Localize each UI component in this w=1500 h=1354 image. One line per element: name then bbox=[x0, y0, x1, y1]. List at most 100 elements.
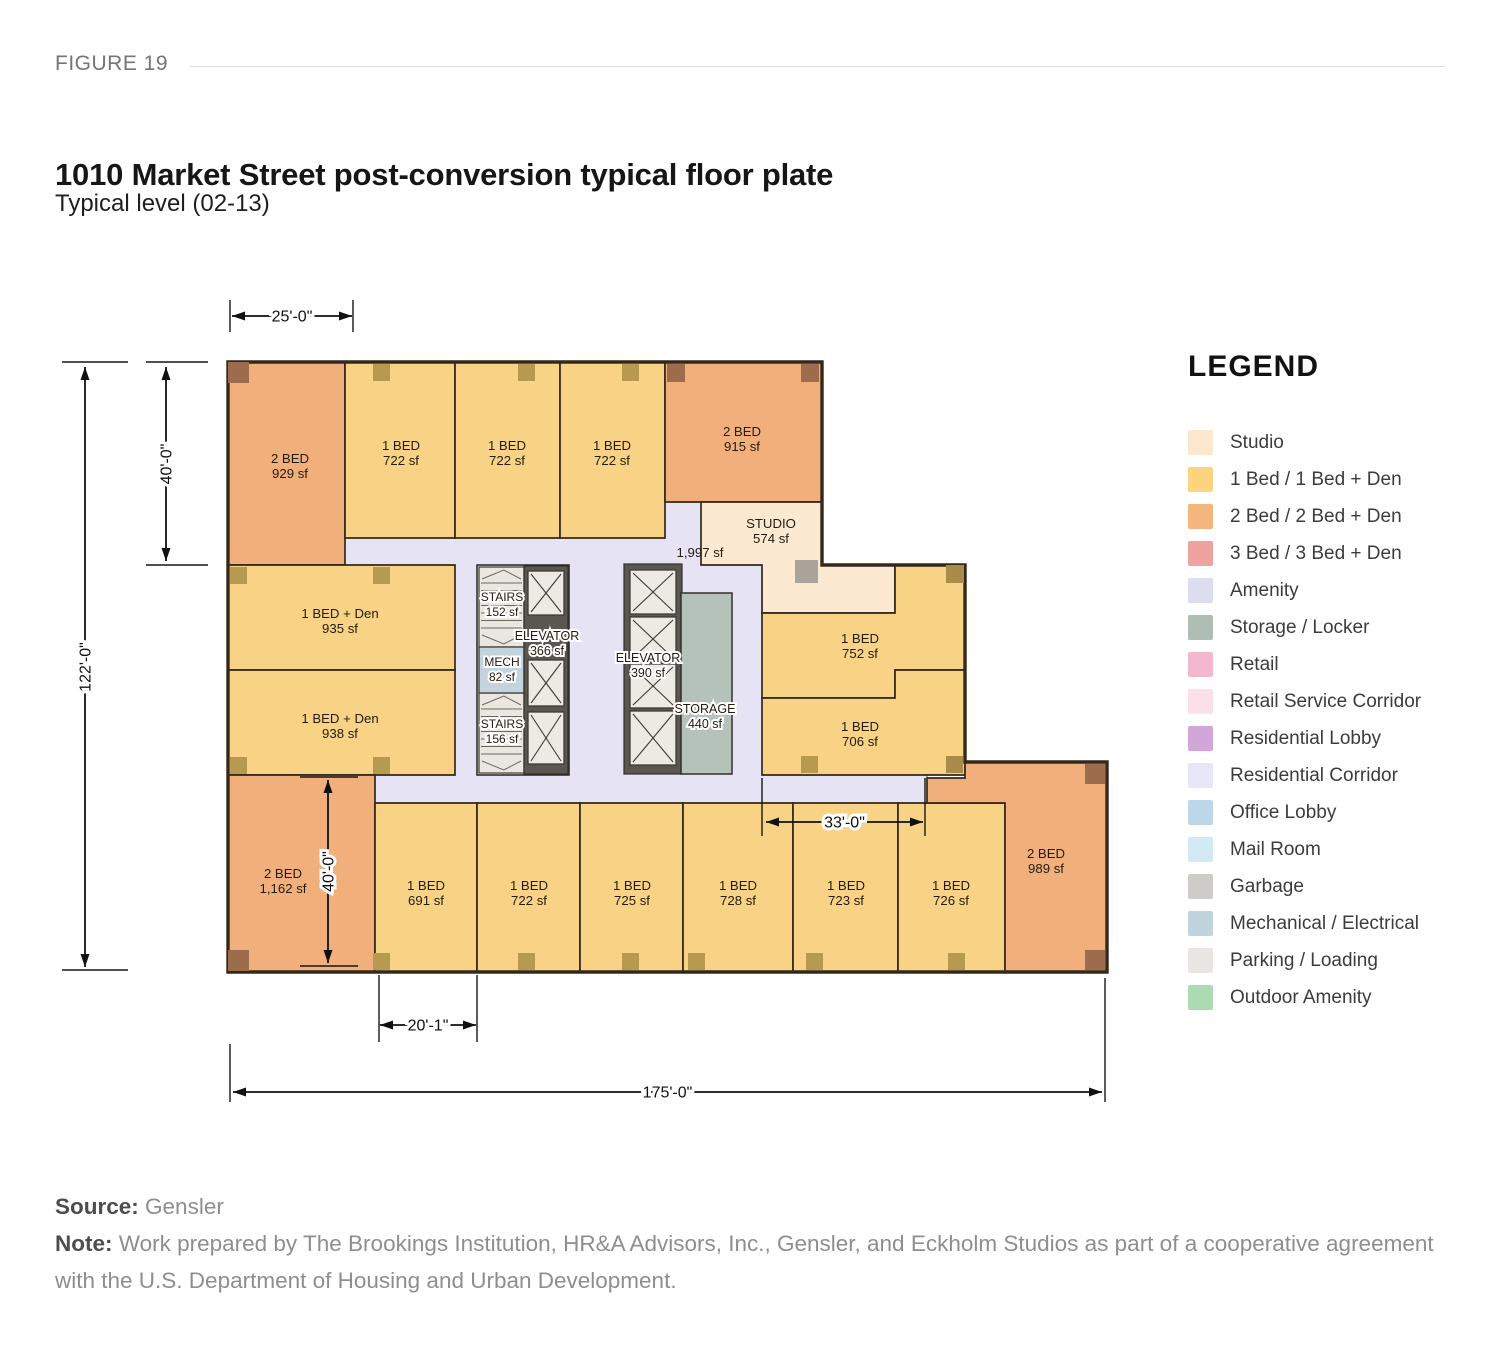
column-marker bbox=[373, 364, 390, 381]
stair-landing bbox=[481, 569, 522, 580]
elevator-shaft bbox=[623, 563, 683, 775]
dimension-arrow bbox=[323, 780, 333, 793]
residential-corridor bbox=[344, 501, 928, 804]
legend-item-label: Storage / Locker bbox=[1230, 616, 1370, 638]
legend-item-label: Retail bbox=[1230, 653, 1279, 675]
elevator-x bbox=[632, 619, 674, 659]
unit-1-bed-726 bbox=[897, 802, 1006, 973]
plan-label: 1 BED 706 sf bbox=[841, 719, 879, 749]
column-marker bbox=[622, 364, 639, 381]
legend-swatch bbox=[1188, 652, 1213, 677]
unit-2-bed-929 bbox=[227, 361, 346, 566]
column-marker bbox=[622, 953, 639, 970]
elevator-x bbox=[530, 662, 562, 704]
plan-label: ELEVATOR 366 sf bbox=[515, 629, 580, 658]
dimension-arrow bbox=[233, 1087, 246, 1097]
column-marker bbox=[230, 757, 247, 774]
legend-item: Outdoor Amenity bbox=[1188, 979, 1478, 1016]
legend-item-label: Retail Service Corridor bbox=[1230, 690, 1422, 712]
dimension-arrow bbox=[323, 950, 333, 963]
figure-label: FIGURE 19 bbox=[55, 52, 169, 75]
column-marker bbox=[373, 567, 390, 584]
legend-item: Retail bbox=[1188, 646, 1478, 683]
legend-item-label: Parking / Loading bbox=[1230, 949, 1378, 971]
source-text: Gensler bbox=[145, 1194, 224, 1219]
building-outline bbox=[226, 360, 1109, 974]
unit-1-bed-den-938 bbox=[227, 669, 456, 776]
legend-item-label: Office Lobby bbox=[1230, 801, 1337, 823]
legend-item: Residential Lobby bbox=[1188, 720, 1478, 757]
legend-item-label: Residential Corridor bbox=[1230, 764, 1398, 786]
legend-item: Mail Room bbox=[1188, 831, 1478, 868]
plan-label: 2 BED 915 sf bbox=[723, 424, 761, 454]
dimension-text: 40'-0" bbox=[159, 444, 176, 485]
unit-1-bed-723 bbox=[792, 802, 899, 973]
plan-label: 1 BED 728 sf bbox=[719, 878, 757, 908]
legend-item-label: Mail Room bbox=[1230, 838, 1321, 860]
elevator-x bbox=[632, 666, 674, 706]
column-marker bbox=[801, 364, 819, 382]
column-marker bbox=[230, 567, 247, 584]
plan-label: 1 BED 722 sf bbox=[488, 438, 526, 468]
legend-swatch bbox=[1188, 615, 1213, 640]
column-marker bbox=[1085, 764, 1105, 784]
unit-1-bed-725 bbox=[579, 802, 684, 973]
dimension-arrow bbox=[463, 1020, 476, 1030]
elevator-cab bbox=[527, 570, 565, 616]
footer: Source: Gensler Note: Work prepared by T… bbox=[55, 1188, 1475, 1299]
legend-swatch bbox=[1188, 504, 1213, 529]
legend-swatch bbox=[1188, 467, 1213, 492]
elevator-x bbox=[530, 573, 562, 613]
note-text: Work prepared by The Brookings Instituti… bbox=[55, 1231, 1434, 1293]
unit-studio-574 bbox=[700, 501, 896, 614]
dimension-arrow bbox=[80, 954, 90, 967]
stair-landing bbox=[481, 634, 522, 645]
legend-item-label: Amenity bbox=[1230, 579, 1299, 601]
unit-1-bed-722 bbox=[454, 361, 561, 539]
dimension-text: 25'-0" bbox=[272, 309, 313, 326]
plan-label: 1,997 sf bbox=[677, 545, 724, 560]
plan-label: STAIRS 156 sf bbox=[481, 717, 523, 746]
legend-item: 3 Bed / 3 Bed + Den bbox=[1188, 535, 1478, 572]
column-marker bbox=[795, 560, 818, 583]
legend-item: Residential Corridor bbox=[1188, 757, 1478, 794]
dimension-text: 122'-0" bbox=[78, 642, 95, 692]
elevator-x bbox=[530, 714, 562, 762]
unit-1-bed-752 bbox=[761, 564, 966, 699]
column-marker bbox=[228, 362, 249, 383]
column-marker bbox=[373, 757, 390, 774]
legend-item-label: Garbage bbox=[1230, 875, 1304, 897]
plan-label: 1 BED 725 sf bbox=[613, 878, 651, 908]
source-line: Source: Gensler bbox=[55, 1188, 1475, 1225]
legend-item: Parking / Loading bbox=[1188, 942, 1478, 979]
elevator-x bbox=[530, 662, 562, 704]
dimension-arrow bbox=[232, 311, 245, 321]
unit-2-bed-915 bbox=[664, 361, 823, 503]
legend-item: Garbage bbox=[1188, 868, 1478, 905]
legend-item-label: 1 Bed / 1 Bed + Den bbox=[1230, 468, 1402, 490]
dimension-arrow bbox=[161, 367, 171, 380]
legend-swatch bbox=[1188, 985, 1213, 1010]
elevator-x bbox=[632, 619, 674, 659]
column-marker bbox=[373, 953, 390, 970]
plan-label: STUDIO 574 sf bbox=[746, 516, 796, 546]
plan-label: 1 BED 722 sf bbox=[382, 438, 420, 468]
legend-heading: LEGEND bbox=[1188, 350, 1320, 383]
column-marker bbox=[228, 950, 249, 971]
plan-label: STAIRS 152 sf bbox=[481, 590, 523, 619]
dimension-text: 175'-0" bbox=[643, 1085, 693, 1102]
plan-label: 2 BED 929 sf bbox=[271, 451, 309, 481]
plan-label: 1 BED + Den 935 sf bbox=[301, 606, 378, 636]
column-marker bbox=[688, 953, 705, 970]
legend-swatch bbox=[1188, 726, 1213, 751]
legend-item-label: 2 Bed / 2 Bed + Den bbox=[1230, 505, 1402, 527]
column-marker bbox=[948, 953, 965, 970]
legend-swatch bbox=[1188, 578, 1213, 603]
note-label: Note: bbox=[55, 1231, 113, 1256]
mech-room bbox=[478, 646, 525, 694]
figure-subtitle: Typical level (02-13) bbox=[55, 190, 270, 217]
storage-room bbox=[680, 592, 733, 775]
plan-label: 1 BED 722 sf bbox=[593, 438, 631, 468]
dimension-arrow bbox=[339, 311, 352, 321]
